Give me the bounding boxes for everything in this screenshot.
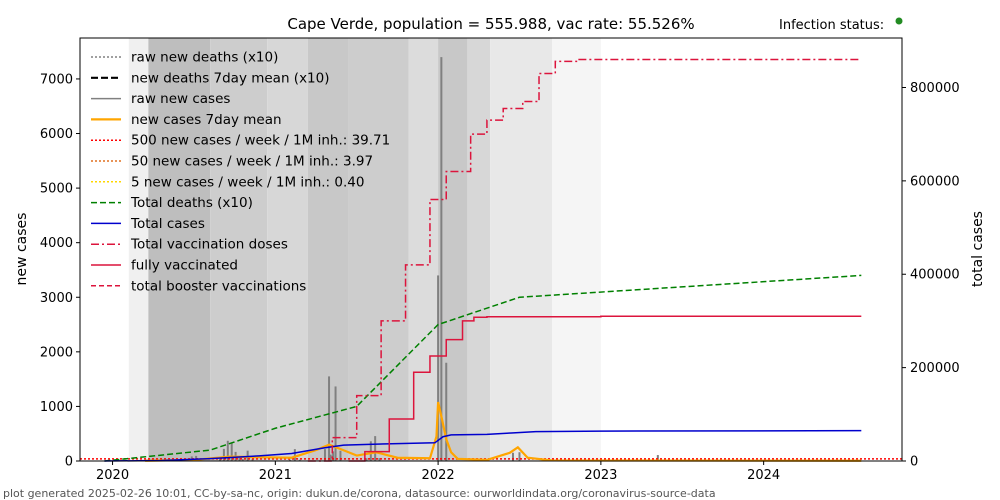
raw-cases-bar-5-2	[332, 451, 335, 461]
shading-band-1	[148, 38, 211, 461]
shading-band-0	[128, 38, 149, 461]
raw-cases-bar-11-1	[518, 452, 521, 461]
legend: raw new deaths (x10) new deaths 7day mean…	[91, 50, 390, 294]
shading-band-7	[438, 38, 468, 461]
raw-cases-bar-3-0	[241, 459, 244, 461]
raw-cases-bar-8-0	[440, 57, 443, 462]
chart-title: Cape Verde, population = 555.988, vac ra…	[287, 15, 694, 33]
x-tick-label-1: 2021	[259, 468, 292, 483]
total-deaths-line	[104, 274, 862, 462]
infection-status-dot	[895, 17, 903, 25]
raw-cases-bar-10-0	[445, 362, 448, 461]
raw-cases-bar-13-1	[656, 455, 659, 461]
y-left-tick-label-2: 2000	[40, 345, 73, 360]
shading-band-10	[552, 38, 601, 461]
y-left-tick-label-1: 1000	[40, 400, 73, 415]
legend-label-1: new deaths 7day mean (x10)	[131, 70, 330, 86]
footer-note: plot generated 2025-02-26 10:01, CC-by-s…	[3, 487, 716, 500]
plot-frame	[79, 37, 903, 462]
raw-cases-bar-6-2	[339, 450, 342, 461]
y-right-tick-label-0: 0	[910, 455, 918, 470]
fully-vaccinated-line	[348, 315, 862, 462]
raw-cases-bar-5-0	[323, 449, 326, 461]
raw-cases-bar-4-0	[288, 459, 291, 461]
cases-7day-mean-line	[145, 401, 862, 462]
legend-label-9: Total vaccination doses	[130, 237, 288, 253]
raw-cases-bar-2-1	[222, 448, 225, 461]
y-left-tick-label-0: 0	[65, 455, 73, 470]
legend-label-4: 500 new cases / week / 1M inh.: 39.71	[131, 133, 390, 149]
tick-labels: 2020 2021 2022 2023 2024 0 1000 2000 3000 4000 500…	[40, 72, 960, 483]
series-lines	[80, 58, 902, 462]
shading-band-5	[348, 38, 409, 461]
shading-band-8	[467, 38, 491, 461]
raw-cases-bar-3-2	[251, 459, 254, 461]
y-left-tick-label-4: 4000	[40, 236, 73, 251]
legend-label-6: 5 new cases / week / 1M inh.: 0.40	[131, 174, 364, 190]
y-left-tick-label-3: 3000	[40, 291, 73, 306]
total-vaccination-doses-line	[307, 58, 862, 462]
raw-cases-bar-4-1	[293, 449, 296, 461]
x-tick-label-3: 2023	[584, 468, 617, 483]
x-tick-label-2: 2022	[422, 468, 455, 483]
raw-cases-bar-2-0	[218, 458, 221, 461]
shading-band-3	[267, 38, 308, 461]
shading-band-9	[490, 38, 553, 461]
x-tick-label-4: 2024	[747, 468, 780, 483]
y-axis-label-left: new cases	[14, 213, 30, 286]
shading-band-2	[210, 38, 268, 461]
raw-cases-bar-7-0	[365, 458, 368, 461]
y-left-tick-label-7: 7000	[40, 72, 73, 87]
legend-label-8: Total cases	[130, 216, 205, 232]
legend-label-5: 50 new cases / week / 1M inh.: 3.97	[131, 154, 373, 170]
y-left-tick-label-5: 5000	[40, 182, 73, 197]
x-tick-label-0: 2020	[96, 468, 129, 483]
raw-cases-bar-7-3	[378, 458, 381, 461]
raw-cases-bar-7-2	[374, 436, 377, 461]
y-left-tick-label-6: 6000	[40, 127, 73, 142]
infection-status-label: Infection status:	[779, 18, 884, 33]
y-right-tick-label-1: 200000	[910, 361, 960, 376]
axes	[76, 37, 906, 465]
raw-cases-bar-6-0	[329, 454, 332, 461]
legend-label-10: fully vaccinated	[131, 258, 238, 274]
legend-label-7: Total deaths (x10)	[130, 195, 253, 211]
raw-cases-bar-2-5	[238, 457, 241, 461]
raw-cases-bar-6-1	[334, 386, 337, 461]
y-axis-label-right: total cases	[970, 211, 986, 287]
legend-label-2: raw new cases	[131, 91, 230, 107]
legend-label-11: total booster vaccinations	[131, 278, 306, 294]
y-right-tick-label-4: 800000	[910, 81, 960, 96]
y-right-tick-label-3: 600000	[910, 174, 960, 189]
total-cases-line	[104, 429, 862, 462]
raw-cases-bar-9-0	[437, 275, 440, 461]
raw-cases-bar-11-0	[511, 452, 514, 461]
raw-cases-bar-2-2	[226, 440, 229, 461]
y-right-tick-label-2: 400000	[910, 268, 960, 283]
raw-cases-bar-2-3	[230, 442, 233, 461]
raw-cases-bar-5-1	[328, 376, 331, 461]
legend-label-0: raw new deaths (x10)	[131, 50, 278, 66]
raw-cases-bar-4-2	[298, 459, 301, 461]
legend-label-3: new cases 7day mean	[131, 112, 282, 128]
